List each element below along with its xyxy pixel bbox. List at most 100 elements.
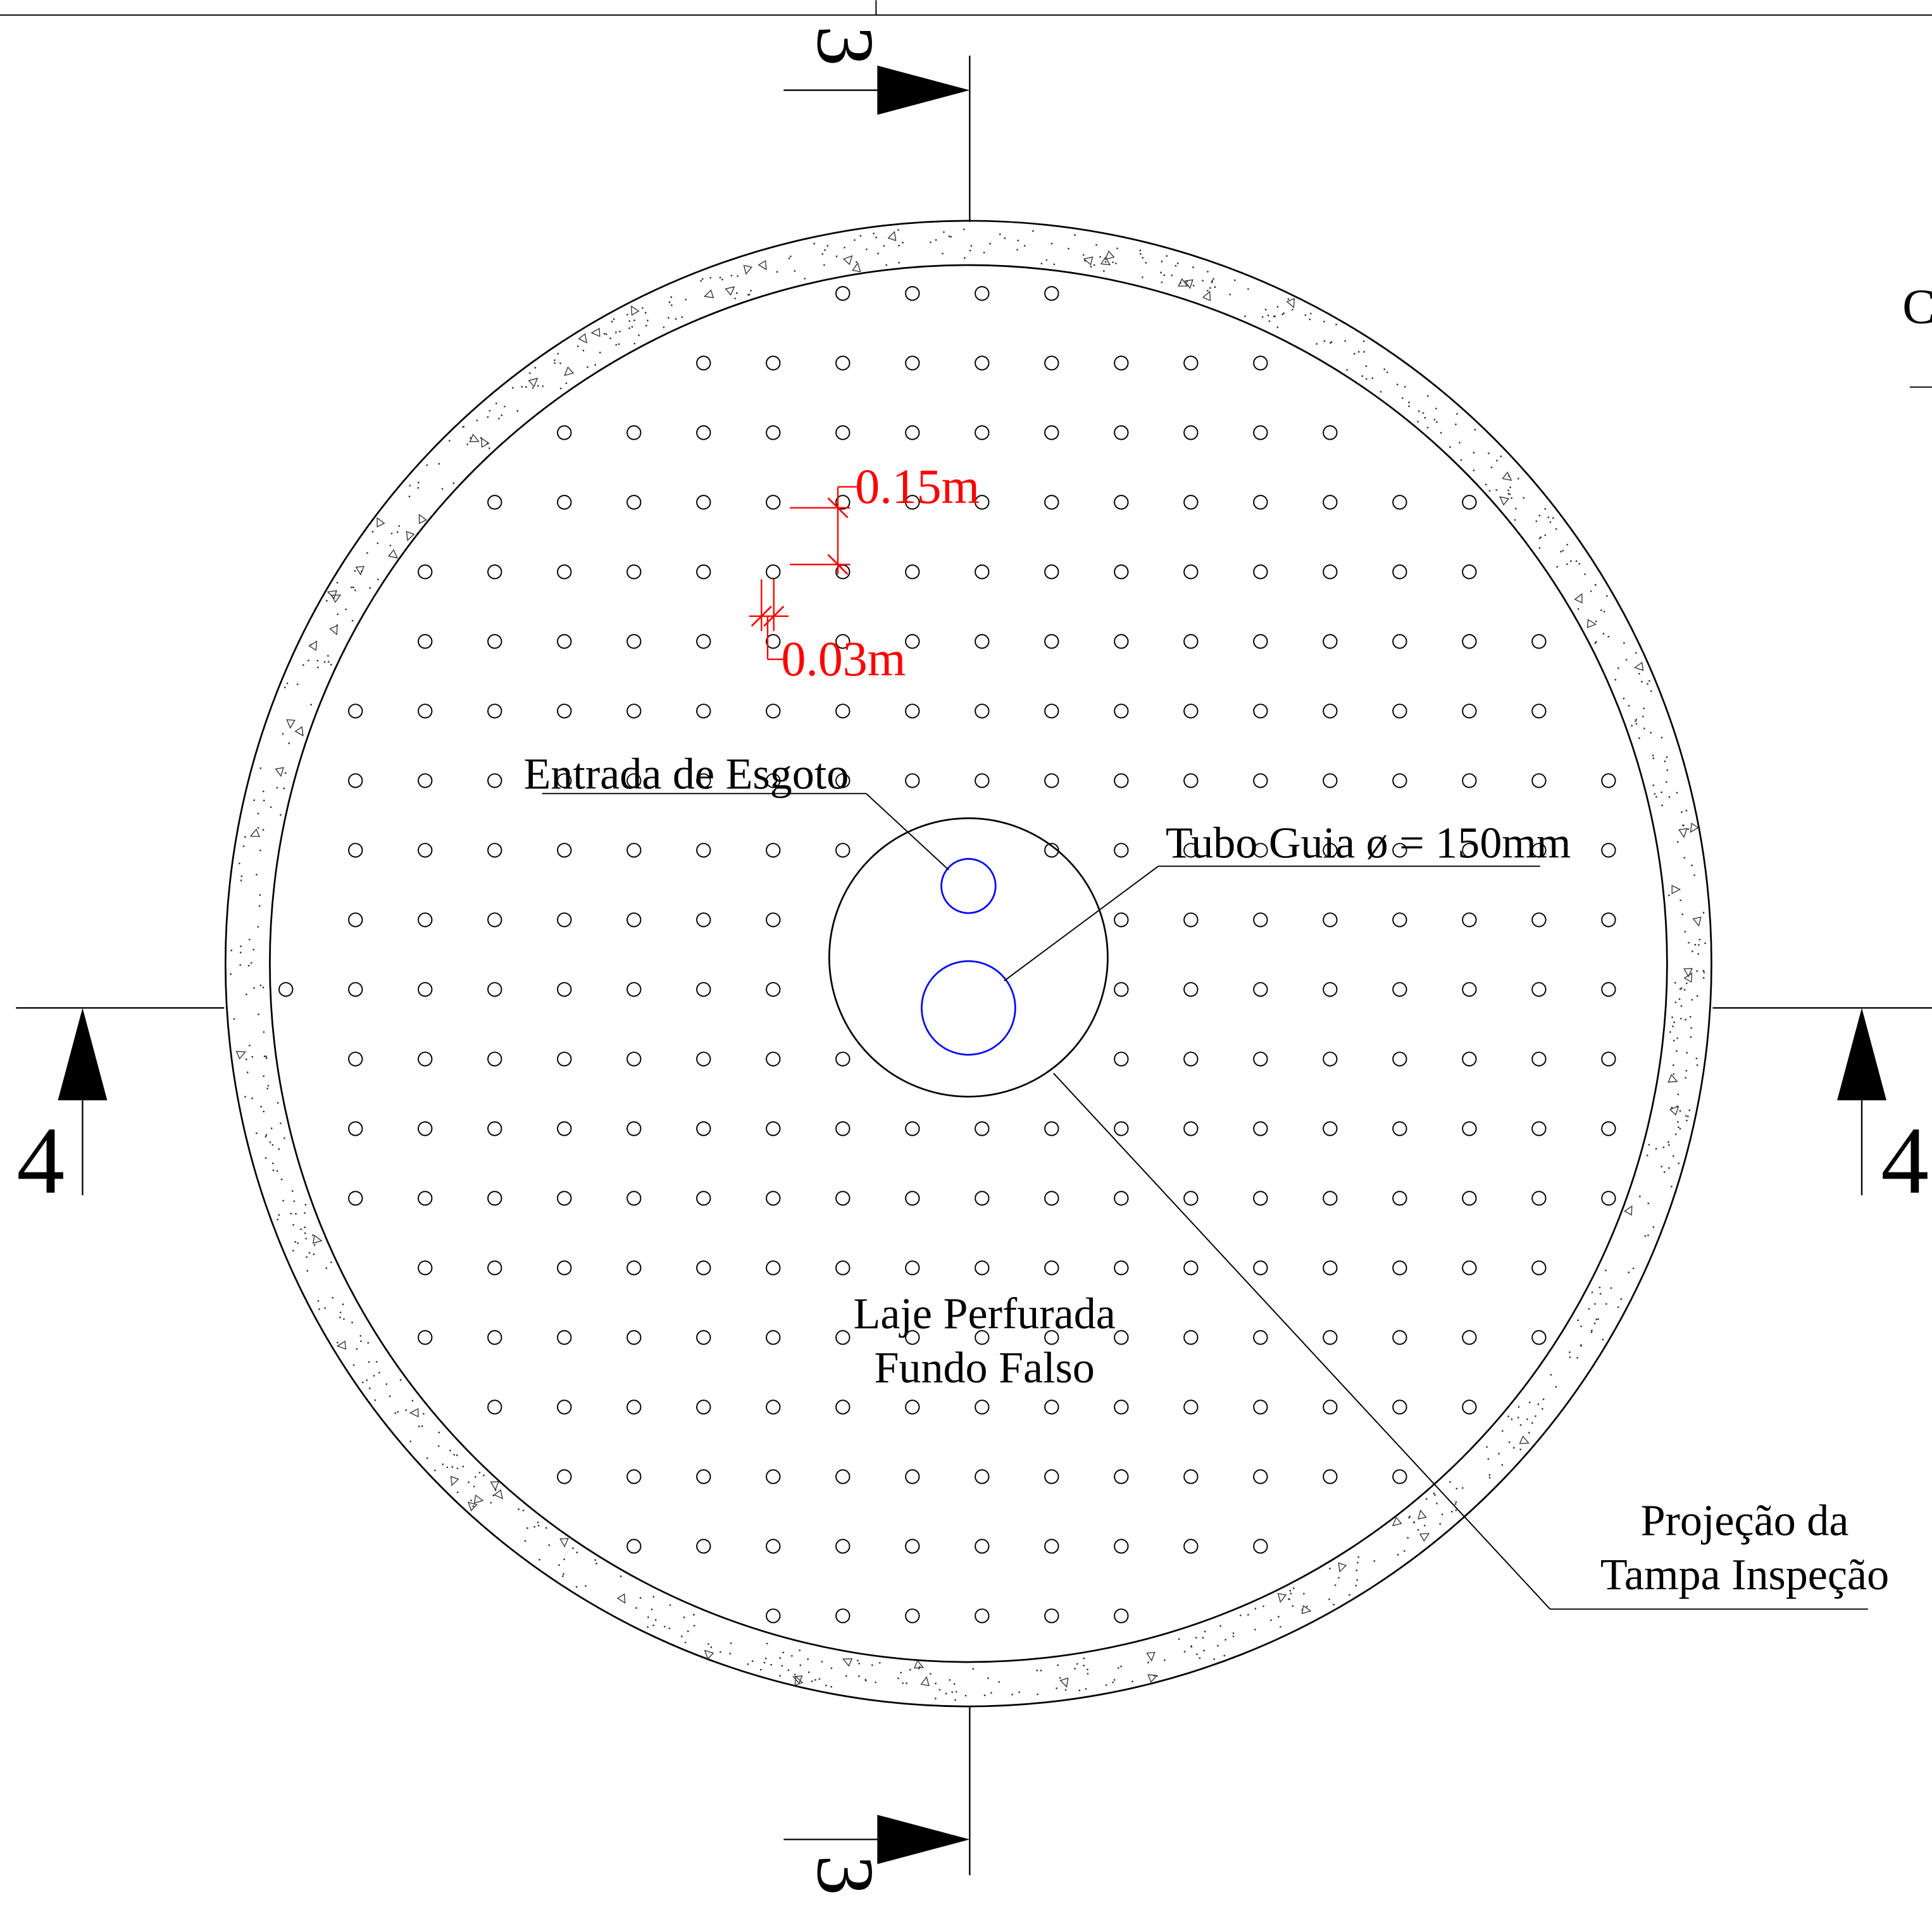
concrete-speck — [1691, 998, 1693, 1001]
perforation-hole — [1114, 1330, 1129, 1345]
concrete-aggregate — [1669, 1105, 1680, 1116]
concrete-aggregate — [329, 624, 338, 636]
concrete-speck — [1306, 1605, 1308, 1608]
concrete-speck — [339, 1312, 342, 1313]
concrete-speck — [1507, 1415, 1509, 1418]
concrete-speck — [1217, 1644, 1219, 1647]
concrete-speck — [1702, 977, 1705, 979]
concrete-speck — [1685, 1077, 1686, 1079]
concrete-speck — [262, 829, 265, 831]
concrete-speck — [276, 1170, 278, 1172]
concrete-speck — [835, 255, 838, 258]
concrete-speck — [327, 661, 330, 663]
concrete-speck — [1684, 931, 1686, 933]
perforation-hole — [1044, 1469, 1059, 1484]
concrete-speck — [1531, 1422, 1533, 1424]
concrete-speck — [669, 1604, 671, 1606]
perforation-hole — [557, 1260, 572, 1275]
concrete-speck — [1289, 1589, 1292, 1592]
concrete-aggregate — [1146, 1651, 1156, 1662]
perforation-hole — [626, 1539, 642, 1554]
concrete-speck — [1652, 784, 1655, 786]
perforation-hole — [418, 773, 433, 788]
concrete-speck — [367, 1341, 370, 1344]
concrete-aggregate — [377, 517, 385, 528]
concrete-speck — [1304, 314, 1307, 316]
concrete-speck — [323, 661, 326, 663]
concrete-speck — [1262, 1605, 1264, 1608]
perforation-hole — [975, 1330, 990, 1345]
concrete-speck — [258, 1013, 259, 1015]
concrete-speck — [534, 366, 537, 369]
concrete-speck — [1650, 731, 1652, 734]
concrete-speck — [830, 1685, 833, 1688]
concrete-speck — [1087, 1668, 1088, 1671]
concrete-speck — [638, 334, 640, 337]
perforation-hole — [1531, 634, 1547, 649]
perforation-hole — [418, 982, 433, 997]
concrete-speck — [652, 1596, 655, 1598]
concrete-speck — [257, 926, 259, 928]
perforation-hole — [348, 1191, 363, 1206]
concrete-speck — [1519, 1448, 1522, 1451]
concrete-speck — [1488, 452, 1490, 454]
concrete-speck — [1594, 1303, 1596, 1305]
concrete-speck — [626, 313, 628, 316]
dim-spacing-tick-bottom — [827, 554, 849, 575]
perforation-hole — [905, 1469, 920, 1484]
dimension-annotations: 0.15m 0.03m — [749, 459, 980, 686]
concrete-speck — [244, 836, 246, 838]
concrete-speck — [1650, 690, 1652, 692]
concrete-speck — [343, 1318, 345, 1320]
concrete-speck — [675, 318, 677, 320]
perforation-hole — [1531, 1121, 1547, 1136]
concrete-speck — [1099, 256, 1101, 258]
concrete-speck — [558, 1564, 560, 1567]
concrete-speck — [518, 1508, 520, 1510]
perforation-hole — [626, 843, 642, 858]
concrete-speck — [1461, 1487, 1464, 1489]
concrete-speck — [396, 531, 399, 533]
concrete-aggregate — [1083, 256, 1094, 266]
concrete-speck — [1219, 1625, 1221, 1627]
concrete-aggregate — [1671, 884, 1681, 895]
concrete-speck — [418, 1425, 420, 1427]
concrete-aggregate — [1418, 1509, 1427, 1520]
concrete-speck — [618, 343, 620, 345]
concrete-speck — [1635, 718, 1638, 721]
concrete-speck — [1487, 1458, 1490, 1460]
perforation-hole — [1253, 1469, 1268, 1484]
perforation-hole — [766, 843, 781, 858]
concrete-speck — [283, 787, 285, 790]
concrete-speck — [575, 1585, 578, 1588]
perforation-hole — [766, 1191, 781, 1206]
callouts: Entrada de Esgoto Tubo Guia ø = 150mm La… — [524, 750, 1889, 1610]
concrete-speck — [707, 1643, 709, 1645]
concrete-speck — [1697, 953, 1700, 955]
concrete-speck — [613, 318, 615, 320]
concrete-speck — [1441, 1513, 1443, 1516]
perforation-hole — [626, 1260, 642, 1275]
concrete-speck — [426, 1457, 428, 1460]
concrete-speck — [628, 327, 630, 330]
concrete-speck — [1631, 724, 1633, 727]
perforation-hole — [1392, 1191, 1407, 1206]
perforation-hole — [418, 1121, 433, 1136]
slab-label-line2: Fundo Falso — [874, 1344, 1095, 1393]
concrete-speck — [1496, 459, 1498, 462]
concrete-speck — [1371, 377, 1374, 380]
concrete-aggregate — [1202, 290, 1211, 302]
perforation-hole — [1462, 1330, 1477, 1345]
concrete-speck — [1112, 1681, 1114, 1684]
concrete-speck — [1638, 1195, 1641, 1198]
concrete-speck — [983, 1694, 986, 1696]
concrete-speck — [1673, 1073, 1675, 1076]
concrete-speck — [1696, 995, 1698, 997]
concrete-speck — [270, 1127, 273, 1129]
concrete-speck — [1547, 516, 1550, 519]
concrete-speck — [782, 1651, 785, 1654]
concrete-speck — [1555, 1386, 1557, 1388]
concrete-speck — [1050, 242, 1053, 245]
concrete-speck — [1195, 1637, 1197, 1639]
section-3-arrow-bottom — [877, 1815, 970, 1865]
